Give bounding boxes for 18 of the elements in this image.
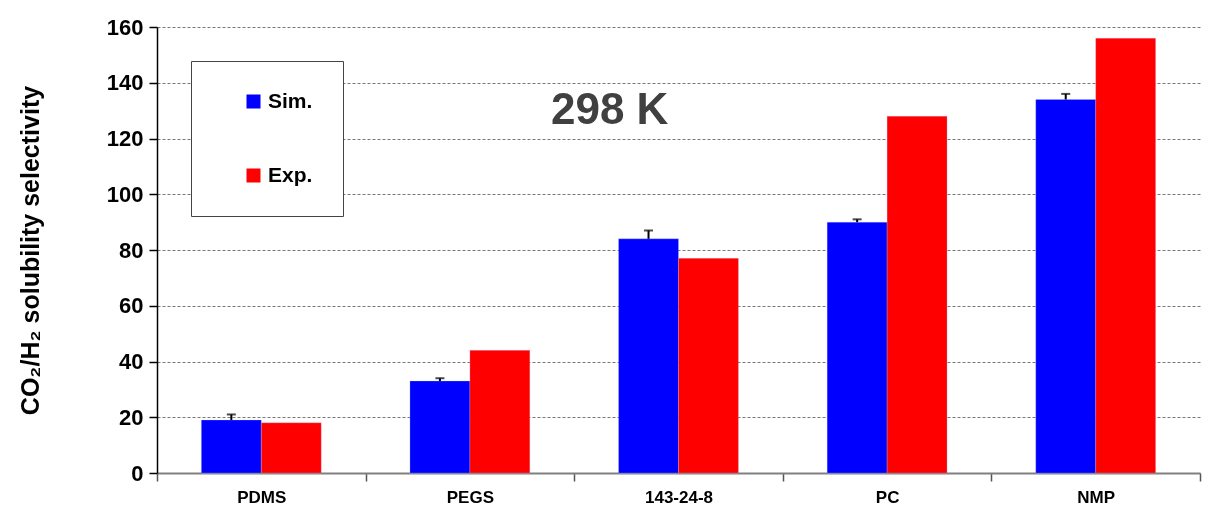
y-tick-label: 40: [119, 349, 144, 374]
y-tick-label: 120: [106, 126, 144, 151]
x-tick-label: 143-24-8: [644, 487, 714, 507]
x-tick-label: PEGS: [446, 487, 495, 507]
y-tick-label: 80: [119, 237, 144, 263]
y-tick-label: 60: [119, 293, 144, 319]
y-tick-label: 140: [106, 70, 144, 96]
legend-label: Exp.: [268, 162, 313, 186]
y-axis-title: CO₂/H₂ solubility selectivity: [15, 85, 44, 416]
x-tick-label: PC: [875, 487, 900, 507]
x-tick-label: NMP: [1077, 487, 1116, 507]
x-tick-label: PDMS: [237, 487, 287, 507]
y-tick-label: 0: [131, 460, 144, 486]
y-tick-label: 160: [106, 14, 144, 40]
annotation: 298 K: [550, 84, 669, 133]
y-tick-label: 20: [119, 404, 144, 430]
legend-label: Sim.: [268, 88, 313, 112]
y-tick-label: 100: [106, 181, 144, 207]
